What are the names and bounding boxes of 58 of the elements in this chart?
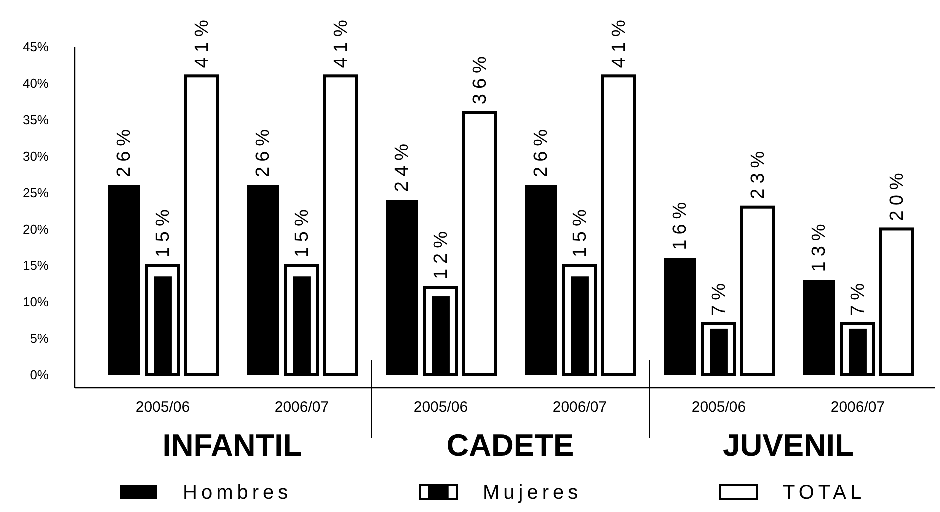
bar <box>247 185 279 375</box>
y-tick-label: 0% <box>30 368 50 383</box>
bar <box>803 280 835 375</box>
bar <box>840 322 876 376</box>
bar <box>184 74 220 376</box>
data-label: 26% <box>253 124 274 178</box>
bar <box>284 264 320 376</box>
bar <box>386 200 418 375</box>
y-tick-label: 40% <box>22 76 50 91</box>
y-tick-label: 20% <box>22 222 50 237</box>
bar <box>664 258 696 375</box>
y-tick-label: 35% <box>22 112 50 128</box>
x-tick-label: 2005/06 <box>692 399 746 416</box>
x-tick-label: 2005/06 <box>136 399 190 416</box>
text: INFANTIL <box>162 428 302 463</box>
x-tick-label: 2005/06 <box>414 399 468 416</box>
data-label: 41% <box>192 15 213 68</box>
data-label: 13% <box>809 219 830 272</box>
legend-label: Hombres <box>183 482 292 504</box>
y-tick-label: 30% <box>22 148 50 164</box>
data-label: 36% <box>470 52 491 105</box>
legend-label: Mujeres <box>483 482 582 504</box>
data-label: 41% <box>609 15 630 68</box>
bar <box>462 111 498 376</box>
text: CADETE <box>446 428 574 463</box>
bar <box>108 185 140 375</box>
bar <box>424 286 458 376</box>
bar <box>324 74 358 376</box>
data-label: 24% <box>392 139 413 192</box>
x-tick-label: 2006/07 <box>552 399 608 416</box>
data-label: 20% <box>887 168 908 222</box>
data-label: 41% <box>331 15 352 68</box>
data-label: 26% <box>114 124 135 178</box>
y-tick-label: 25% <box>22 185 50 200</box>
data-label: 23% <box>748 146 769 200</box>
y-tick-label: 5% <box>30 331 50 346</box>
bar <box>562 264 598 376</box>
bar <box>525 185 557 375</box>
y-tick-label: 10% <box>22 294 50 310</box>
bar <box>146 264 180 376</box>
data-label: 7% <box>848 278 869 316</box>
data-label: 15% <box>570 204 591 258</box>
bar <box>602 74 636 376</box>
text: JUVENIL <box>723 428 854 463</box>
bar <box>740 206 776 376</box>
y-tick-label: 45% <box>22 40 50 55</box>
x-tick-label: 2006/07 <box>274 399 330 416</box>
bar <box>702 322 736 376</box>
data-label: 7% <box>709 278 730 316</box>
data-label: 15% <box>292 204 313 258</box>
legend-label: TOTAL <box>783 482 866 504</box>
bar <box>880 228 914 376</box>
y-tick-label: 15% <box>22 258 50 274</box>
x-tick-label: 2006/07 <box>830 399 886 416</box>
data-label: 15% <box>153 204 174 258</box>
data-label: 16% <box>670 197 691 250</box>
data-label: 12% <box>431 226 452 280</box>
data-label: 26% <box>531 124 552 178</box>
